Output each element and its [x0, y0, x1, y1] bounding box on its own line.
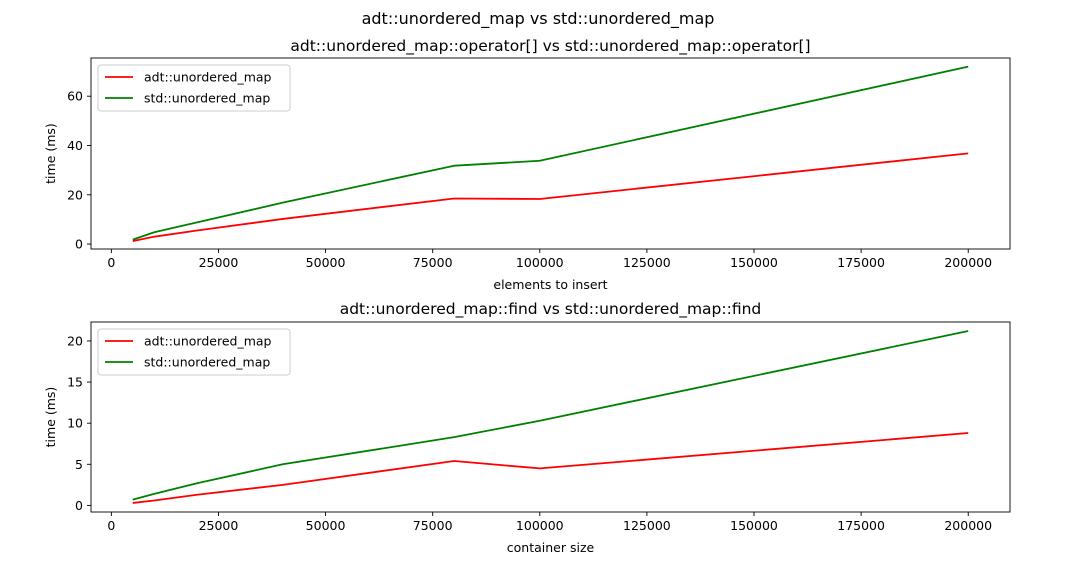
y-tick-label: 10	[67, 416, 83, 431]
legend-label: adt::unordered_map	[144, 70, 272, 85]
bottom-chart: adt::unordered_map::find vs std::unorder…	[43, 300, 1010, 555]
x-axis-label: elements to insert	[493, 277, 607, 292]
y-tick-label: 60	[67, 89, 83, 104]
x-tick-label: 75000	[413, 255, 453, 270]
x-tick-label: 25000	[199, 518, 239, 533]
x-tick-label: 125000	[623, 255, 671, 270]
y-axis-label: time (ms)	[43, 123, 58, 184]
x-tick-label: 100000	[516, 255, 564, 270]
x-tick-label: 100000	[516, 518, 564, 533]
x-tick-label: 0	[107, 518, 115, 533]
x-tick-label: 200000	[944, 518, 992, 533]
x-tick-label: 50000	[306, 518, 346, 533]
x-tick-label: 200000	[944, 255, 992, 270]
x-tick-label: 150000	[730, 518, 778, 533]
x-tick-label: 25000	[199, 255, 239, 270]
legend-label: adt::unordered_map	[144, 334, 272, 349]
chart-title: adt::unordered_map::find vs std::unorder…	[340, 300, 762, 319]
y-tick-label: 15	[67, 375, 83, 390]
legend-label: std::unordered_map	[144, 91, 270, 106]
y-tick-label: 20	[67, 187, 83, 202]
x-tick-label: 150000	[730, 255, 778, 270]
y-tick-label: 0	[75, 498, 83, 513]
series-line-adt	[133, 153, 968, 241]
chart-title: adt::unordered_map::operator[] vs std::u…	[290, 37, 810, 56]
series-line-adt	[133, 433, 968, 503]
y-tick-label: 0	[75, 237, 83, 252]
y-tick-label: 5	[75, 457, 83, 472]
x-tick-label: 50000	[306, 255, 346, 270]
x-axis-label: container size	[507, 540, 595, 555]
y-tick-label: 20	[67, 333, 83, 348]
top-chart: adt::unordered_map::operator[] vs std::u…	[43, 37, 1010, 292]
y-axis-label: time (ms)	[43, 387, 58, 448]
x-tick-label: 175000	[837, 518, 885, 533]
legend-label: std::unordered_map	[144, 355, 270, 370]
figure-title: adt::unordered_map vs std::unordered_map	[362, 9, 715, 29]
y-tick-label: 40	[67, 138, 83, 153]
x-tick-label: 175000	[837, 255, 885, 270]
x-tick-label: 0	[107, 255, 115, 270]
x-tick-label: 75000	[413, 518, 453, 533]
x-tick-label: 125000	[623, 518, 671, 533]
